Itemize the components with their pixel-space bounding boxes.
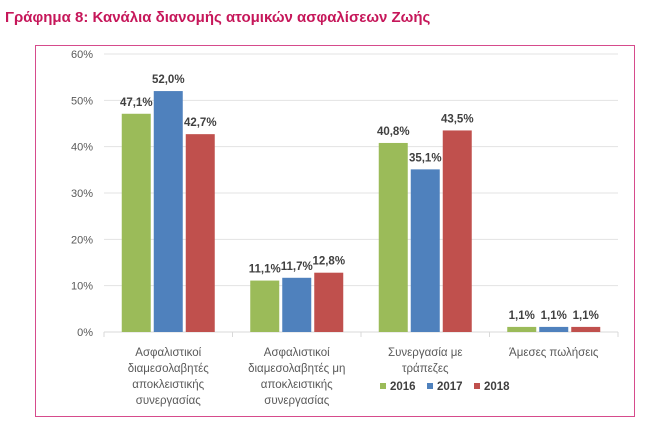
y-tick-label: 60% <box>71 49 93 61</box>
data-label: 11,7% <box>281 261 313 273</box>
data-label: 11,1% <box>249 264 281 276</box>
bar-2017 <box>410 169 440 332</box>
data-label: 1,1% <box>509 310 535 322</box>
data-label: 12,8% <box>312 256 345 268</box>
category-label: Ασφαλιστικοί <box>264 347 330 359</box>
legend-swatch-2017 <box>427 383 433 389</box>
category-label: Συνεργασία με <box>388 347 462 359</box>
legend: 2016 2017 2018 <box>380 381 510 393</box>
legend-label-2017: 2017 <box>437 381 463 393</box>
category-label: συνεργασίας <box>264 395 330 407</box>
data-label: 47,1% <box>120 97 153 109</box>
category-label: αποκλειστικής <box>261 379 333 391</box>
legend-swatch-2018 <box>474 383 480 389</box>
bars <box>121 91 601 333</box>
bar-2016 <box>507 326 537 332</box>
y-tick-label: 10% <box>71 281 93 293</box>
data-label: 43,5% <box>441 113 474 125</box>
data-labels: 47,1% 52,0% 42,7% 11,1% 11,7% 12,8% 40,8% 35,1%… <box>120 74 599 322</box>
bar-2016 <box>121 113 151 333</box>
y-tick-label: 40% <box>71 142 93 154</box>
data-label: 40,8% <box>377 126 410 138</box>
data-label: 1,1% <box>573 310 599 322</box>
category-label: αποκλειστικής <box>132 379 204 391</box>
y-tick-label: 0% <box>77 327 93 339</box>
legend-label-2018: 2018 <box>484 381 510 393</box>
y-tick-label: 20% <box>71 234 93 246</box>
chart-frame <box>35 45 635 417</box>
data-label: 1,1% <box>541 310 567 322</box>
data-label: 52,0% <box>152 74 185 86</box>
y-axis-ticks: 0% 10% 20% 30% 40% 50% 60% <box>71 49 93 339</box>
bar-2016 <box>250 280 280 332</box>
y-tick-label: 50% <box>71 95 93 107</box>
bar-2016 <box>378 142 408 332</box>
bar-2018 <box>442 130 472 332</box>
bar-2018 <box>314 272 344 332</box>
category-label: διαμεσολαβητές <box>128 363 210 375</box>
data-label: 35,1% <box>409 152 442 164</box>
y-tick-label: 30% <box>71 188 93 200</box>
bar-2018 <box>185 134 215 332</box>
x-axis-categories: Ασφαλιστικοί διαμεσολαβητές αποκλειστικής σ… <box>128 347 599 407</box>
category-label: διαμεσολαβητές μη <box>248 363 345 375</box>
bar-2017 <box>153 91 183 332</box>
bar-2018 <box>571 326 601 332</box>
data-label: 42,7% <box>184 117 217 129</box>
legend-swatch-2016 <box>380 383 386 389</box>
category-label: συνεργασίας <box>136 395 202 407</box>
category-label: Άμεσες πωλήσεις <box>509 347 599 359</box>
legend-label-2016: 2016 <box>390 381 416 393</box>
category-label: τράπεζες <box>402 363 449 375</box>
category-label: Ασφαλιστικοί <box>135 347 201 359</box>
bar-2017 <box>539 326 569 332</box>
bar-2017 <box>282 277 312 332</box>
chart-title: Γράφημα 8: Κανάλια διανομής ατομικών ασφ… <box>5 9 431 26</box>
